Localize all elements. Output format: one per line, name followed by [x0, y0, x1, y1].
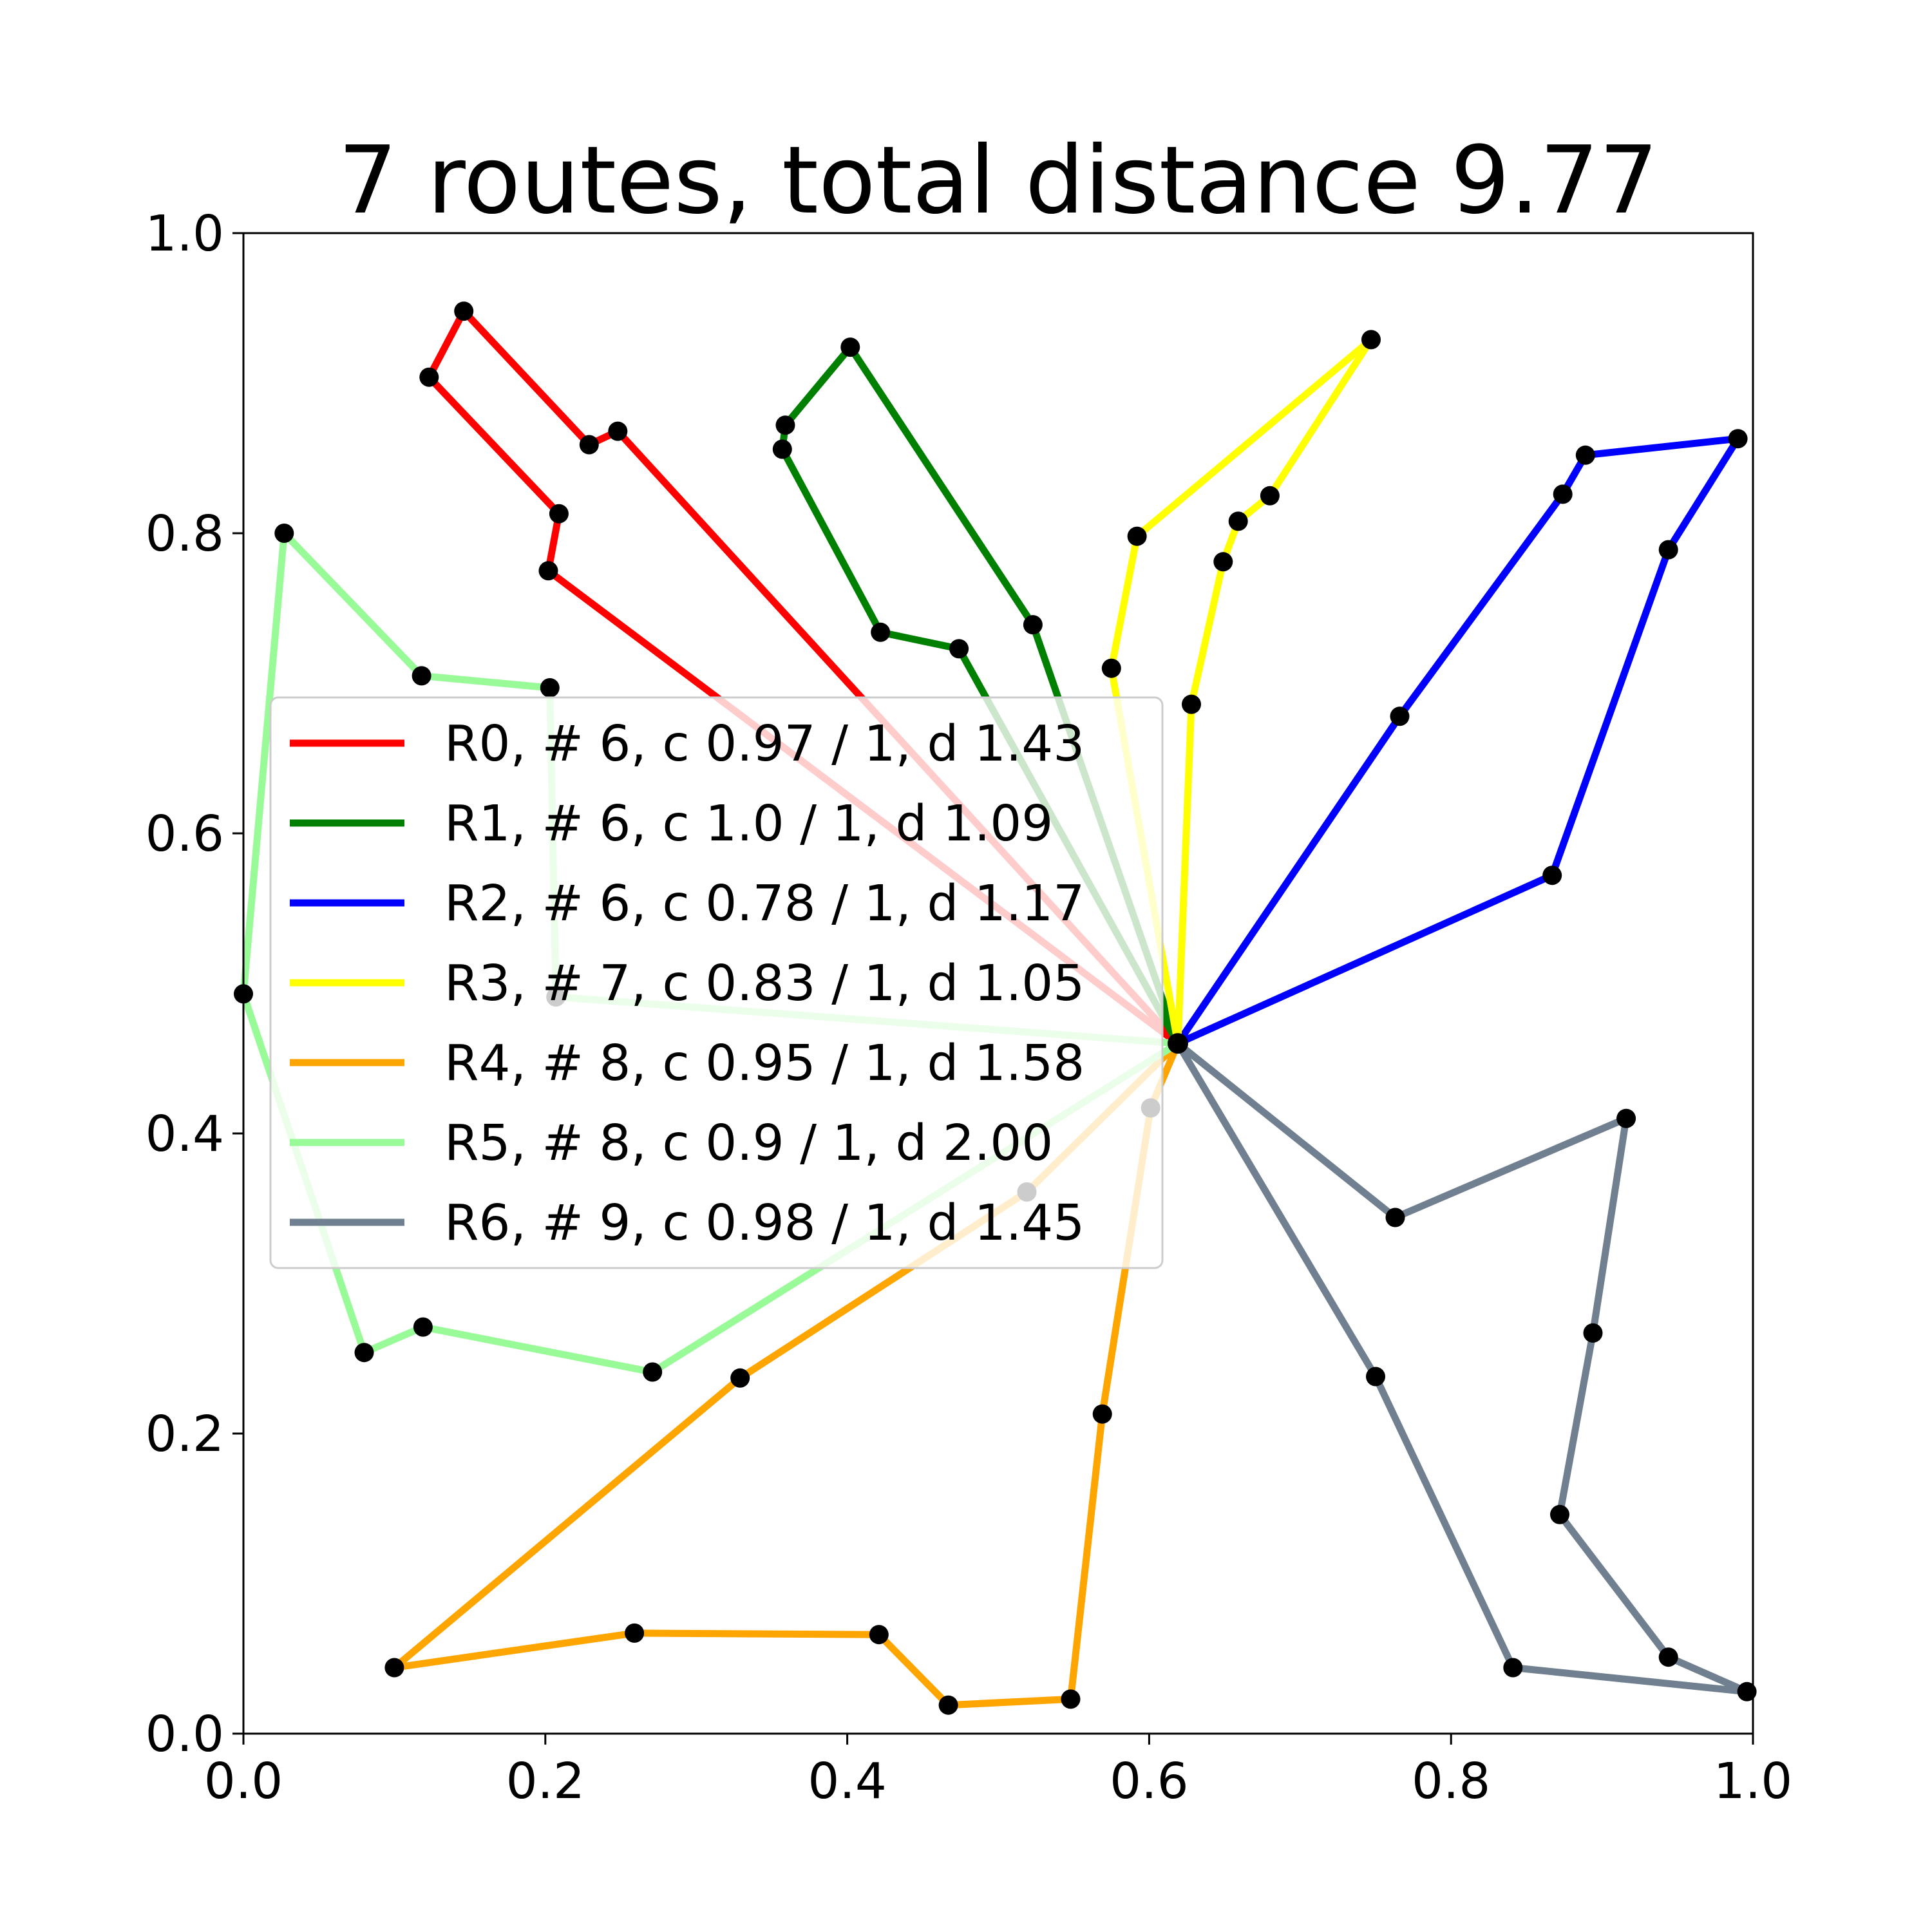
stop-point: [419, 367, 439, 387]
legend-label-r6: R6, # 9, c 0.98 / 1, d 1.45: [444, 1195, 1084, 1252]
stop-point: [869, 1625, 889, 1645]
x-tick-label: 0.6: [1110, 1753, 1188, 1810]
y-tick-label: 0.4: [146, 1106, 224, 1163]
y-tick-label: 0.6: [146, 806, 224, 863]
stop-point: [1385, 1208, 1405, 1227]
y-tick-label: 1.0: [146, 205, 224, 263]
stop-point: [354, 1343, 374, 1363]
stop-point: [775, 415, 795, 435]
stop-point: [625, 1623, 645, 1643]
stop-point: [730, 1368, 750, 1388]
stop-point: [772, 439, 792, 459]
axis-ticks: 0.0 0.2 0.4 0.6 0.8 1.0 0.0 0.2 0.4 0.6 0.8 1.0: [146, 205, 1793, 1810]
legend-entries: R0, # 6, c 0.97 / 1, d 1.43 R1, # 6, c 1.…: [290, 715, 1084, 1252]
stop-point: [1616, 1108, 1636, 1128]
stop-point: [1101, 658, 1121, 678]
stop-point: [454, 301, 474, 321]
stop-point: [1728, 429, 1748, 449]
stop-point: [1390, 706, 1410, 726]
stop-point: [579, 435, 599, 455]
stop-point: [274, 524, 294, 543]
legend-label-r1: R1, # 6, c 1.0 / 1, d 1.09: [444, 795, 1053, 853]
stop-point: [413, 1317, 433, 1337]
x-tick-label: 0.2: [506, 1753, 585, 1810]
plot-frame: [242, 232, 1754, 1735]
y-tick-label: 0.0: [146, 1706, 224, 1763]
x-tick-label: 0.8: [1412, 1753, 1490, 1810]
stop-point: [549, 504, 569, 524]
stop-point: [1542, 866, 1562, 886]
stop-point: [1737, 1681, 1757, 1701]
stop-point: [384, 1658, 404, 1678]
legend-box: [269, 696, 1164, 1269]
stop-point: [1553, 484, 1573, 504]
x-tick-label: 0.4: [808, 1753, 886, 1810]
legend-label-r3: R3, # 7, c 0.83 / 1, d 1.05: [444, 955, 1084, 1012]
route-line-r6: [1174, 1039, 1751, 1696]
stop-point: [1228, 511, 1248, 531]
legend-label-r2: R2, # 6, c 0.78 / 1, d 1.17: [444, 875, 1084, 933]
stop-point: [1182, 694, 1201, 714]
x-tick-label: 0.0: [204, 1753, 283, 1810]
stop-point: [608, 421, 628, 441]
stop-point: [540, 678, 560, 697]
stop-point: [1503, 1658, 1523, 1678]
stop-point: [1575, 445, 1595, 465]
stop-point: [1550, 1504, 1569, 1524]
stop-point: [1023, 615, 1043, 635]
stop-point: [1061, 1689, 1081, 1709]
stop-point: [1092, 1404, 1112, 1424]
y-tick-label: 0.8: [146, 506, 224, 563]
stop-point: [1658, 540, 1678, 560]
stop-point: [643, 1362, 663, 1382]
stop-point: [538, 561, 558, 581]
legend-label-r4: R4, # 8, c 0.95 / 1, d 1.58: [444, 1035, 1084, 1092]
stop-point: [1366, 1367, 1385, 1387]
x-tick-label: 1.0: [1714, 1753, 1792, 1810]
route-line-r2: [1174, 435, 1742, 1047]
stop-point: [840, 337, 860, 357]
route-line-r1: [779, 343, 1182, 1047]
legend-label-r0: R0, # 6, c 0.97 / 1, d 1.43: [444, 715, 1084, 773]
stop-point: [949, 639, 969, 659]
stop-point: [1127, 526, 1147, 546]
stop-point: [1260, 486, 1280, 506]
legend-label-r5: R5, # 8, c 0.9 / 1, d 2.00: [444, 1115, 1053, 1172]
stop-point: [1213, 552, 1233, 572]
depot-point: [1167, 1033, 1188, 1054]
stop-point: [1361, 330, 1381, 350]
stop-point: [1658, 1647, 1678, 1667]
stop-point: [1583, 1323, 1603, 1343]
stop-point: [871, 622, 891, 642]
plot-area: [234, 232, 1757, 1735]
stop-point: [938, 1695, 958, 1715]
y-tick-label: 0.2: [146, 1406, 224, 1463]
stop-point: [412, 666, 431, 686]
chart-title: 7 routes, total distance 9.77: [338, 126, 1658, 235]
legend: R0, # 6, c 0.97 / 1, d 1.43 R1, # 6, c 1.…: [269, 696, 1164, 1269]
